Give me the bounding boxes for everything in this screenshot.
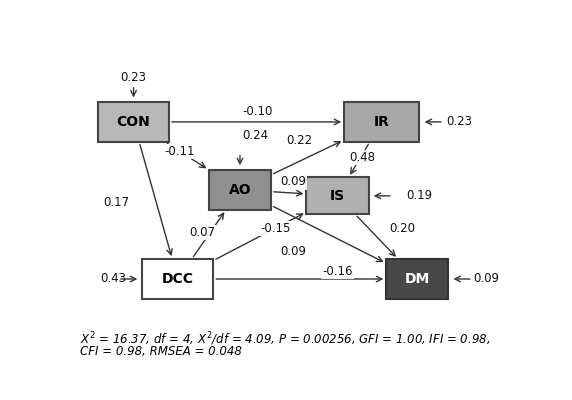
Text: IS: IS (330, 189, 345, 203)
Text: IR: IR (374, 115, 390, 129)
Text: 0.24: 0.24 (243, 129, 268, 142)
Text: 0.22: 0.22 (287, 134, 313, 147)
Text: 0.09: 0.09 (473, 272, 499, 286)
FancyBboxPatch shape (386, 259, 448, 299)
Text: AO: AO (229, 183, 251, 197)
FancyBboxPatch shape (98, 102, 169, 142)
Text: 0.09: 0.09 (280, 245, 306, 258)
Text: 0.23: 0.23 (446, 116, 472, 128)
Text: -0.15: -0.15 (260, 222, 291, 235)
Text: CFI = 0.98, RMSEA = 0.048: CFI = 0.98, RMSEA = 0.048 (80, 345, 242, 358)
FancyBboxPatch shape (307, 177, 368, 214)
Text: 0.48: 0.48 (349, 151, 375, 164)
Text: DM: DM (404, 272, 430, 286)
Text: -0.16: -0.16 (322, 265, 353, 278)
Text: 0.07: 0.07 (189, 226, 215, 239)
Text: 0.09: 0.09 (280, 176, 306, 188)
FancyBboxPatch shape (209, 170, 271, 210)
Text: $X^2$ = 16.37, df = 4, $X^2$/df = 4.09, $P$ = 0.00256, GFI = 1.00, IFI = 0.98,: $X^2$ = 16.37, df = 4, $X^2$/df = 4.09, … (80, 330, 491, 348)
Text: DCC: DCC (162, 272, 194, 286)
Text: 0.43: 0.43 (101, 272, 126, 286)
Text: 0.23: 0.23 (121, 71, 146, 84)
Text: 0.20: 0.20 (389, 222, 415, 235)
Text: 0.19: 0.19 (407, 189, 432, 202)
Text: -0.10: -0.10 (243, 105, 273, 118)
FancyBboxPatch shape (344, 102, 419, 142)
Text: CON: CON (117, 115, 150, 129)
FancyBboxPatch shape (142, 259, 213, 299)
Text: 0.17: 0.17 (103, 196, 129, 208)
Text: -0.11: -0.11 (165, 145, 196, 158)
